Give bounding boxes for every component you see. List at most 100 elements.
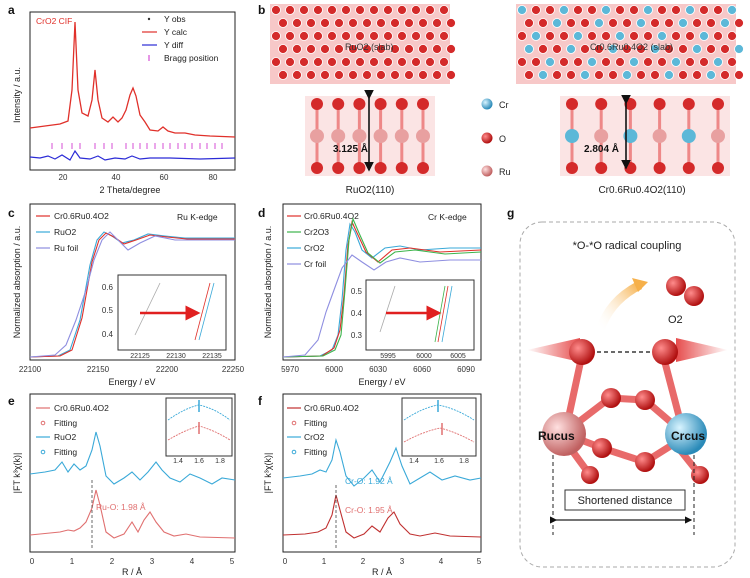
panel-c: c Ru K-edge Cr0.6Ru0.4O2 RuO2 Ru foil 0.… [8, 203, 245, 387]
slab-o-atom [446, 70, 456, 80]
ruo2-cross-section [305, 96, 435, 176]
slab-o-atom [629, 5, 639, 15]
release-arrow [595, 280, 643, 332]
panel-a-sample-label: CrO2 CIF [36, 16, 72, 26]
slab-o-atom [643, 57, 653, 67]
slab-cr-atom [629, 57, 639, 67]
panel-e-ylabel: |FT k³χ(k)| [12, 453, 22, 494]
slab-o-atom [531, 5, 541, 15]
legend-e-3: Fitting [54, 447, 77, 457]
slab-o-atom [650, 18, 660, 28]
slab-o-atom [327, 57, 337, 67]
cross-o-atom [332, 98, 345, 110]
inset-f-curve-2 [403, 427, 475, 443]
ru-cus-label: Rucus [538, 429, 575, 443]
panel-f-label: f [258, 394, 263, 408]
legend-yobs: Y obs [164, 14, 186, 24]
slab-o-atom [390, 44, 400, 54]
panel-f-xtick-1: 1 [322, 557, 327, 566]
slab-o-atom [362, 18, 372, 28]
slab-o-atom [538, 18, 548, 28]
legend-e-2: RuO2 [54, 432, 76, 442]
cross-o-atom [353, 162, 366, 174]
panel-a-xtick-3: 80 [209, 173, 218, 182]
cross-o-atom [332, 162, 345, 174]
panel-c-label: c [8, 206, 15, 220]
cr-ru-cr-ft [282, 494, 482, 539]
inset-f-xtick-0: 1.4 [409, 458, 419, 465]
slab-o-atom [390, 70, 400, 80]
panel-d-xtick-4: 6090 [457, 365, 475, 374]
slab-o-atom [341, 31, 351, 41]
slab-o-atom [271, 5, 281, 15]
slab-o-atom [278, 18, 288, 28]
inset-d-line-3 [437, 285, 449, 343]
legend-d-1: Cr2O3 [304, 227, 329, 237]
panel-d-xtick-2: 6030 [369, 365, 387, 374]
slab-o-atom [439, 31, 449, 41]
atom-legend: Cr O Ru [481, 98, 511, 177]
cross-o-atom [566, 162, 578, 174]
inset-d-xtick-0: 5995 [380, 353, 396, 360]
legend-marker-f-1 [291, 420, 297, 426]
slab-o-atom [390, 18, 400, 28]
cr-ru-ft [29, 489, 236, 539]
legend-d-2: CrO2 [304, 243, 325, 253]
ruo2-ft [29, 431, 236, 485]
panel-d-frame [282, 203, 482, 361]
slab-o-atom [320, 18, 330, 28]
slab-o-atom [446, 44, 456, 54]
slab-o-atom [706, 18, 716, 28]
slab2-label: Cr0.6Ru0.4O2 (slab) [590, 42, 673, 52]
slab-o-atom [713, 5, 723, 15]
panel-a-label: a [8, 3, 15, 17]
slab-o-atom [671, 5, 681, 15]
slab-cr-atom [657, 31, 667, 41]
slab-o-atom [320, 70, 330, 80]
inset-c-xtick-1: 22130 [166, 353, 186, 360]
cross-o-atom [712, 98, 724, 110]
legend-bragg: Bragg position [164, 53, 219, 63]
cross-o-atom [417, 162, 429, 174]
cross-o-atom [653, 162, 666, 174]
lower-o-1 [581, 466, 599, 484]
slab-o-atom [699, 57, 709, 67]
slab-o-atom [320, 44, 330, 54]
slab-cr-atom [559, 5, 569, 15]
inset-d-ytick-0: 0.5 [351, 287, 363, 296]
rufoil-xanes [29, 231, 235, 358]
slab-o-atom [608, 18, 618, 28]
slab-cr-atom [517, 5, 527, 15]
slab-o-atom [355, 31, 365, 41]
ydiff-curve [29, 149, 236, 161]
panel-f-xtick-4: 4 [439, 557, 444, 566]
slab-o-atom [566, 70, 576, 80]
slab-o-atom [538, 44, 548, 54]
slab-o-atom [271, 31, 281, 41]
slab-o-atom [545, 31, 555, 41]
slab-cr-atom [636, 18, 646, 28]
panel-a-ylabel: Intensity / a.u. [12, 67, 22, 123]
slab-o-atom [313, 31, 323, 41]
panel-f-inset [401, 397, 477, 457]
slab-o-atom [580, 18, 590, 28]
slab-o-atom [362, 44, 372, 54]
slab-o-atom [657, 5, 667, 15]
legend-ycalc: Y calc [164, 27, 188, 37]
bridge-o-1 [601, 388, 621, 408]
ruo2-distance: 3.125 Å [333, 142, 368, 155]
bridge-o-2 [635, 390, 655, 410]
slab-o-atom [299, 57, 309, 67]
cross-metal-atom [416, 129, 430, 143]
slab-o-atom [292, 18, 302, 28]
panel-f-xtick-5: 5 [477, 557, 482, 566]
slab-cr-atom [524, 44, 534, 54]
cr2o3-xanes [282, 217, 482, 358]
slab-o-atom [404, 44, 414, 54]
panel-f-ylabel: |FT k³χ(k)| [263, 453, 273, 494]
panel-c-ylabel: Normalized absorption / a.u. [12, 226, 22, 339]
slab-o-atom [397, 5, 407, 15]
slab-o-atom [622, 44, 632, 54]
atom-legend-ru: Ru [499, 167, 511, 177]
